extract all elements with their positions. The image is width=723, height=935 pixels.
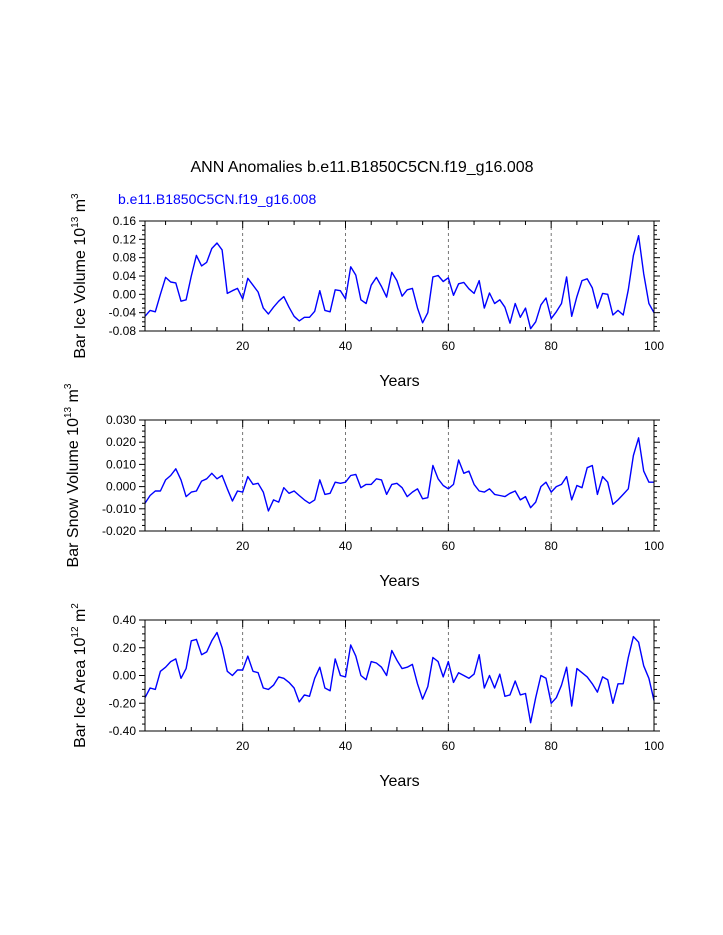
series-line bbox=[144, 631, 655, 724]
y-tick-label: 0.20 bbox=[113, 641, 137, 655]
x-tick-label: 80 bbox=[544, 539, 558, 553]
figure-subtitle: b.e11.B1850C5CN.f19_g16.008 bbox=[118, 191, 316, 207]
x-tick-label: 100 bbox=[644, 739, 664, 753]
y-tick-label: 0.16 bbox=[113, 214, 137, 228]
y-tick-label: -0.20 bbox=[109, 696, 137, 710]
y-tick-label: 0.000 bbox=[106, 480, 136, 494]
x-tick-label: 40 bbox=[339, 539, 353, 553]
y-axis-title-unit-exponent: 3 bbox=[63, 383, 74, 389]
x-tick-label: 20 bbox=[236, 739, 250, 753]
plot-frame bbox=[144, 220, 655, 332]
y-tick-label: 0.030 bbox=[106, 413, 136, 427]
series-line bbox=[144, 437, 654, 512]
series-line bbox=[144, 234, 655, 330]
y-tick-label: 0.40 bbox=[113, 613, 137, 627]
plot-frame bbox=[144, 619, 655, 732]
y-axis-title-unit: m bbox=[72, 609, 89, 627]
x-tick-label: 60 bbox=[442, 739, 456, 753]
y-axis-title-unit: m bbox=[65, 389, 82, 407]
y-axis-title-exponent: 13 bbox=[63, 406, 74, 418]
y-axis-title-unit-exponent: 3 bbox=[70, 193, 81, 199]
x-tick-label: 20 bbox=[236, 539, 250, 553]
x-tick-label: 20 bbox=[236, 339, 250, 353]
x-tick-label: 80 bbox=[544, 739, 558, 753]
y-axis-title: Bar Snow Volume 1013 m3 bbox=[63, 383, 82, 567]
y-axis-title: Bar Ice Volume 1013 m3 bbox=[70, 193, 89, 359]
x-tick-label: 100 bbox=[644, 339, 664, 353]
panel-3: 20 40 60 80 100 -0.40 -0.20 0.00 0.20 0.40 Years Ba… bbox=[70, 603, 664, 790]
y-tick-label: 0.04 bbox=[113, 269, 137, 283]
y-tick-label: 0.010 bbox=[106, 457, 136, 471]
y-tick-label: -0.04 bbox=[109, 306, 137, 320]
x-tick-label: 60 bbox=[442, 339, 456, 353]
y-axis-title-unit: m bbox=[72, 199, 89, 217]
chart-panels: 20 40 60 80 100 -0.08 -0.04 0.00 0.04 0.08 0.12 0.1… bbox=[63, 193, 664, 790]
y-tick-label: -0.08 bbox=[109, 324, 137, 338]
y-axis-title-unit-exponent: 2 bbox=[70, 603, 81, 609]
x-tick-label: 40 bbox=[339, 739, 353, 753]
x-tick-label: 60 bbox=[442, 539, 456, 553]
x-axis-title: Years bbox=[379, 773, 419, 790]
panel-1: 20 40 60 80 100 -0.08 -0.04 0.00 0.04 0.08 0.12 0.1… bbox=[70, 193, 664, 390]
y-axis-title-base: Bar Snow Volume 10 bbox=[65, 418, 82, 568]
y-tick-label: 0.020 bbox=[106, 435, 136, 449]
y-tick-label: 0.00 bbox=[113, 287, 137, 301]
x-axis-title: Years bbox=[379, 573, 419, 590]
x-tick-label: 100 bbox=[644, 539, 664, 553]
figure-title: ANN Anomalies b.e11.B1850C5CN.f19_g16.00… bbox=[190, 159, 533, 176]
x-tick-label: 40 bbox=[339, 339, 353, 353]
x-axis-title: Years bbox=[379, 373, 419, 390]
y-axis-title-exponent: 13 bbox=[70, 216, 81, 228]
y-axis-title-base: Bar Ice Volume 10 bbox=[72, 228, 89, 359]
y-axis-title-base: Bar Ice Area 10 bbox=[72, 637, 89, 747]
y-tick-label: -0.40 bbox=[109, 724, 137, 738]
y-tick-label: 0.08 bbox=[113, 251, 137, 265]
x-tick-label: 80 bbox=[544, 339, 558, 353]
y-tick-label: 0.12 bbox=[113, 232, 137, 246]
y-tick-label: -0.010 bbox=[102, 502, 136, 516]
y-tick-label: -0.020 bbox=[102, 524, 136, 538]
y-axis-title: Bar Ice Area 1012 m2 bbox=[70, 603, 89, 748]
y-axis-title-exponent: 12 bbox=[70, 626, 81, 638]
panel-2: 20 40 60 80 100 -0.020 -0.010 0.000 0.010 0.020 0.… bbox=[63, 383, 664, 590]
y-tick-label: 0.00 bbox=[113, 669, 137, 683]
